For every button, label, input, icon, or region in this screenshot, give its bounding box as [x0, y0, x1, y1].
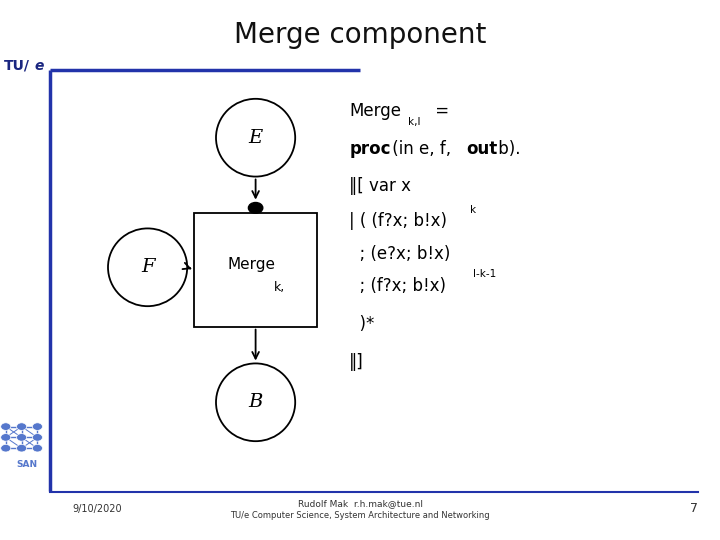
- Text: SAN: SAN: [17, 460, 38, 469]
- Text: Merge: Merge: [228, 257, 276, 272]
- Text: (in e, f,: (in e, f,: [387, 139, 456, 158]
- Circle shape: [17, 444, 27, 452]
- Text: | ( (f?x; b!x): | ( (f?x; b!x): [349, 212, 447, 231]
- Text: TU/e Computer Science, System Architecture and Networking: TU/e Computer Science, System Architectu…: [230, 511, 490, 519]
- Text: E: E: [248, 129, 263, 147]
- Circle shape: [1, 434, 11, 441]
- Text: Merge: Merge: [349, 102, 401, 120]
- Text: 7: 7: [690, 502, 698, 515]
- Text: ; (f?x; b!x): ; (f?x; b!x): [349, 277, 446, 295]
- Circle shape: [1, 444, 11, 452]
- Text: Rudolf Mak  r.h.mak@tue.nl: Rudolf Mak r.h.mak@tue.nl: [297, 499, 423, 508]
- Text: proc: proc: [349, 139, 391, 158]
- Ellipse shape: [216, 99, 295, 177]
- Circle shape: [32, 423, 42, 430]
- Text: k: k: [470, 205, 477, 214]
- Circle shape: [32, 444, 42, 452]
- Text: )*: )*: [349, 315, 374, 333]
- Text: Merge component: Merge component: [234, 21, 486, 49]
- Bar: [194, 213, 317, 327]
- Circle shape: [1, 423, 11, 430]
- Text: 9/10/2020: 9/10/2020: [72, 504, 122, 514]
- Text: ‖]: ‖]: [349, 353, 364, 371]
- Ellipse shape: [216, 363, 295, 441]
- Text: F: F: [141, 258, 154, 276]
- Circle shape: [32, 434, 42, 441]
- Text: out: out: [467, 139, 498, 158]
- Text: k,l: k,l: [408, 117, 420, 126]
- Circle shape: [17, 434, 27, 441]
- Text: B: B: [248, 393, 263, 411]
- Circle shape: [248, 202, 263, 213]
- Circle shape: [17, 423, 27, 430]
- Text: =: =: [430, 102, 449, 120]
- Text: TU/: TU/: [4, 59, 30, 73]
- Text: ‖[ var x: ‖[ var x: [349, 177, 411, 195]
- Text: ; (e?x; b!x): ; (e?x; b!x): [349, 245, 451, 263]
- Text: e: e: [35, 59, 44, 73]
- Text: k,: k,: [274, 281, 285, 294]
- Text: l-k-1: l-k-1: [473, 269, 496, 279]
- Text: b).: b).: [493, 139, 521, 158]
- Ellipse shape: [108, 228, 187, 306]
